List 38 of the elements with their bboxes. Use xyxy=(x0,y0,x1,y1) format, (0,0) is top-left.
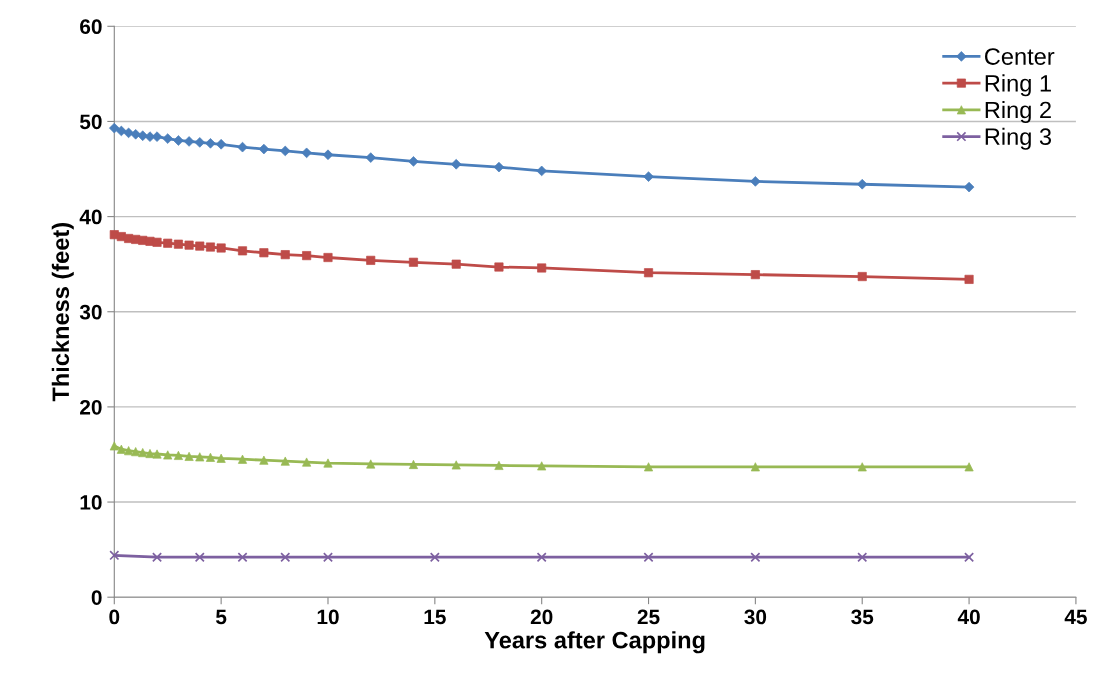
x-tick-label: 40 xyxy=(957,609,980,625)
point xyxy=(536,552,547,563)
legend-label: Ring 2 xyxy=(985,101,1051,124)
point xyxy=(194,552,205,563)
x-tick-label: 0 xyxy=(109,609,120,625)
y-tick-label: 20 xyxy=(80,399,102,415)
point xyxy=(280,552,291,563)
point xyxy=(857,552,868,563)
x-axis-title: Years after Capping xyxy=(484,631,705,654)
point xyxy=(152,552,163,563)
point xyxy=(494,460,504,470)
y-tick-label: 60 xyxy=(80,19,102,35)
point xyxy=(408,459,418,469)
x-tick-label: 45 xyxy=(1064,609,1087,625)
x-tick-label: 35 xyxy=(851,609,874,625)
point xyxy=(750,270,760,280)
point xyxy=(322,552,333,563)
point xyxy=(750,552,761,563)
point xyxy=(109,550,120,561)
x-tick-label: 30 xyxy=(744,609,767,625)
legend-label: Ring 1 xyxy=(985,74,1051,97)
x-tick-label: 20 xyxy=(530,609,553,625)
x-tick-label: 25 xyxy=(637,609,660,625)
legend-label: Center xyxy=(985,48,1055,65)
y-tick-label: 0 xyxy=(91,590,102,605)
point xyxy=(964,552,975,563)
x-tick-label: 5 xyxy=(215,609,227,625)
x-tick-label: 10 xyxy=(317,609,339,625)
legend-label: Ring 3 xyxy=(985,127,1052,150)
y-tick-label: 10 xyxy=(80,495,102,510)
y-tick-label: 30 xyxy=(79,304,102,320)
point xyxy=(429,552,440,563)
x-tick-label: 15 xyxy=(424,609,446,625)
point xyxy=(237,552,248,563)
y-tick-label: 50 xyxy=(79,114,102,130)
point xyxy=(643,552,654,563)
y-axis-title: Thickness (feet) xyxy=(51,223,74,402)
y-tick-label: 40 xyxy=(79,209,102,225)
